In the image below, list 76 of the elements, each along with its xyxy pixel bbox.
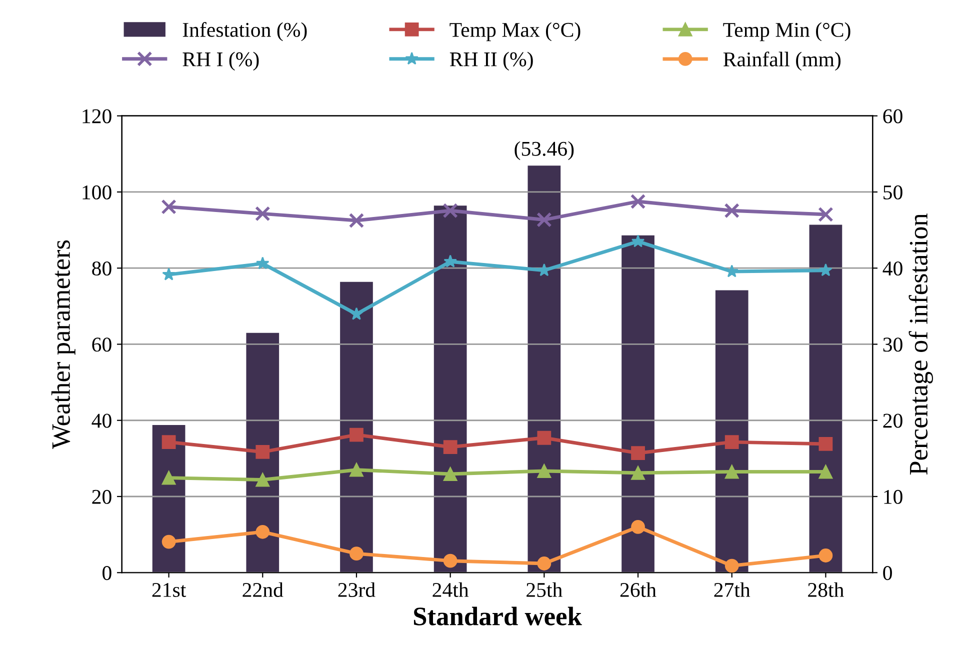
point — [256, 472, 270, 487]
y2-tick-label: 0 — [883, 566, 892, 580]
point — [537, 556, 552, 570]
point — [536, 212, 552, 228]
point — [724, 464, 739, 479]
y-tick-label: 0 — [102, 566, 112, 580]
point — [162, 470, 176, 485]
x-tick-label: 27th — [714, 582, 750, 598]
point — [818, 548, 833, 562]
y-tick-label: 100 — [82, 185, 112, 200]
point — [350, 428, 364, 442]
point — [443, 440, 458, 454]
y-tick-label: 60 — [92, 338, 112, 352]
legend-label: RH I (%) — [182, 52, 259, 71]
point — [350, 307, 364, 320]
y2-axis-title: Percentage of infestation — [908, 213, 934, 475]
bar — [809, 224, 842, 573]
x-tick-label: 24th — [432, 582, 469, 598]
point — [818, 464, 833, 479]
point — [819, 263, 832, 276]
x-tick-label: 22nd — [242, 582, 284, 598]
point — [256, 445, 270, 459]
data-label: (53.46) — [514, 141, 574, 160]
x-tick-label: 26th — [620, 582, 656, 598]
x-tick-label: 21st — [152, 583, 186, 598]
y-tick-label: 120 — [82, 109, 112, 124]
y-tick-label: 40 — [92, 414, 112, 428]
point — [256, 256, 270, 270]
point — [350, 462, 364, 477]
y2-tick-label: 60 — [883, 109, 902, 124]
legend-label: Temp Max (°C) — [450, 22, 580, 42]
x-tick-label: 28th — [808, 582, 844, 598]
point — [537, 464, 552, 478]
y-tick-label: 20 — [92, 490, 112, 504]
point — [818, 437, 833, 451]
bar — [340, 282, 373, 573]
point — [161, 199, 176, 214]
legend-label: Rainfall (mm) — [723, 52, 841, 71]
point — [162, 268, 176, 280]
point — [724, 435, 739, 450]
legend-label: RH II (%) — [450, 52, 533, 71]
point — [631, 466, 645, 480]
y2-tick-label: 30 — [883, 338, 902, 352]
legend-label: Infestation (%) — [182, 22, 307, 42]
point — [442, 202, 458, 218]
bar — [622, 235, 654, 573]
point — [255, 206, 270, 222]
point — [630, 194, 646, 210]
y2-tick-label: 20 — [883, 414, 902, 428]
point — [443, 467, 458, 481]
bar — [715, 290, 748, 573]
point — [631, 520, 645, 534]
y2-tick-label: 50 — [884, 185, 902, 200]
point — [443, 554, 458, 568]
y2-tick-label: 10 — [884, 490, 902, 504]
point — [631, 234, 645, 248]
y-axis-title: Weather parameters — [51, 240, 76, 450]
point — [348, 212, 364, 228]
point — [256, 524, 270, 539]
point — [162, 534, 176, 549]
bar — [528, 166, 561, 573]
x-tick-label: 25th — [526, 582, 562, 598]
point — [724, 202, 740, 218]
point — [162, 435, 176, 450]
point — [724, 558, 739, 573]
point — [444, 254, 457, 268]
x-tick-label: 23rd — [338, 582, 376, 598]
bar — [434, 206, 467, 573]
y2-tick-label: 40 — [882, 261, 902, 276]
legend-label: Temp Min (°C) — [723, 22, 850, 42]
point — [631, 446, 645, 460]
x-axis-title: Standard week — [414, 606, 582, 626]
point — [537, 430, 552, 445]
point — [350, 546, 364, 561]
point — [818, 206, 834, 222]
y-tick-label: 80 — [92, 261, 112, 276]
